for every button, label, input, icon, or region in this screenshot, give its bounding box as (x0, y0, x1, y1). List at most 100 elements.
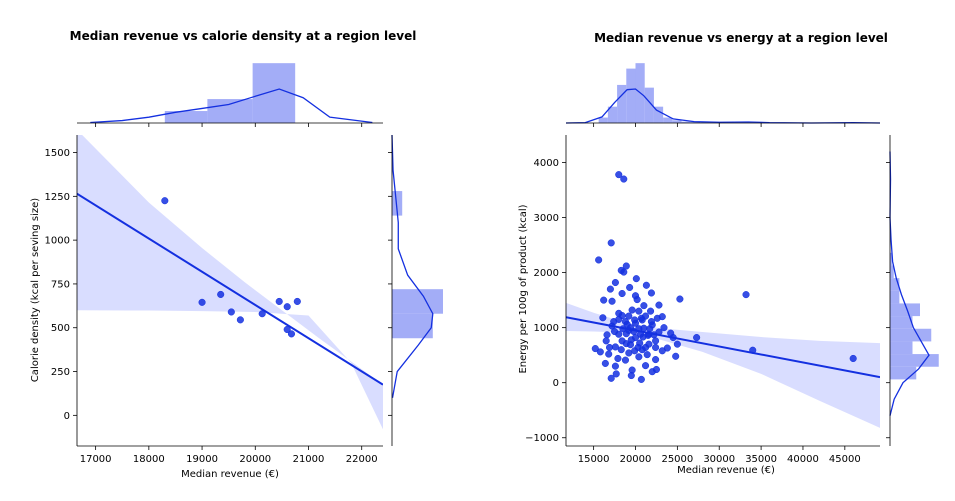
data-point (652, 337, 660, 345)
data-point (611, 278, 619, 287)
data-point (607, 239, 615, 247)
data-point (663, 344, 671, 352)
marginal-x-bar (617, 84, 627, 123)
regression-line (77, 192, 383, 386)
data-point (637, 314, 645, 322)
marginal-x-bar (164, 111, 208, 123)
data-point (601, 359, 609, 367)
data-point (628, 306, 636, 314)
chart-energy: Median revenue vs energy at a region lev… (518, 31, 939, 476)
data-point (620, 175, 628, 183)
x-axis-label: Median revenue (€) (677, 465, 775, 476)
data-point (676, 295, 684, 303)
data-point (641, 343, 650, 352)
data-point (602, 337, 610, 345)
data-point (595, 256, 603, 264)
data-point (632, 275, 640, 283)
data-point (608, 297, 616, 305)
marginal-x-bar (626, 68, 636, 123)
y-tick-label: 2000 (534, 268, 559, 279)
marginal-y-bar (890, 278, 900, 291)
x-tick-label: 15000 (578, 454, 610, 465)
x-tick-label: 17000 (80, 454, 112, 465)
data-point (742, 291, 750, 299)
data-point (660, 324, 668, 332)
data-point (621, 356, 630, 364)
y-tick-label: 250 (51, 367, 70, 378)
data-point (217, 290, 225, 298)
data-point (640, 324, 648, 332)
y-tick-label: 500 (51, 323, 70, 334)
data-point (617, 266, 625, 274)
y-axis-label: Energy per 100g of product (kcal) (518, 204, 529, 373)
data-point (625, 349, 633, 357)
marginal-y-bar (890, 316, 913, 329)
marginal-y-bar (890, 366, 917, 380)
data-point (849, 354, 857, 363)
data-point (611, 327, 619, 336)
data-point (614, 354, 622, 363)
chart-title: Median revenue vs calorie density at a r… (70, 29, 417, 43)
x-axis-label: Median revenue (€) (181, 469, 279, 480)
data-point (647, 289, 655, 297)
data-point (198, 298, 206, 306)
data-point (631, 292, 640, 300)
data-point (605, 343, 614, 352)
chart-calorie-density: Median revenue vs calorie density at a r… (30, 29, 443, 480)
y-tick-label: 0 (553, 378, 559, 389)
marginal-x-bar (644, 87, 654, 123)
data-point (161, 197, 169, 205)
x-tick-label: 45000 (829, 454, 861, 465)
data-point (622, 330, 630, 338)
regression-line (566, 316, 880, 379)
y-tick-label: 1000 (534, 323, 559, 334)
plot-area (566, 171, 880, 428)
marginal-x-bar (653, 106, 664, 123)
data-point (600, 296, 608, 304)
marginal-x-bar (207, 99, 253, 123)
data-point (626, 283, 634, 292)
marginal-x-bar (252, 63, 296, 123)
y-tick-label: 0 (64, 411, 70, 422)
marginal-x-bar (672, 120, 682, 123)
data-point (596, 348, 604, 356)
marginal-y-bar (392, 289, 443, 314)
data-point (603, 331, 611, 339)
data-point (611, 362, 619, 370)
x-tick-label: 20000 (239, 454, 271, 465)
x-tick-label: 22000 (346, 454, 378, 465)
y-tick-label: 1250 (45, 192, 70, 203)
data-point (641, 362, 650, 370)
x-tick-label: 35000 (745, 454, 777, 465)
data-point (275, 297, 283, 306)
data-point (642, 281, 650, 289)
data-point (625, 312, 633, 320)
data-point (283, 325, 291, 334)
y-tick-label: 1000 (45, 236, 70, 247)
data-point (673, 340, 681, 348)
marginal-x-bar (663, 117, 673, 123)
marginal-y-bar (890, 290, 900, 304)
data-point (652, 356, 660, 364)
marginal-y-bar (890, 341, 913, 355)
data-point (627, 371, 635, 380)
data-point (655, 301, 663, 309)
data-point (606, 285, 614, 293)
data-point (647, 318, 655, 326)
data-point (615, 171, 623, 179)
y-axis-label: Calorie density (kcal per seving size) (30, 198, 41, 382)
y-tick-label: −1000 (525, 433, 559, 444)
marginal-x-bar (681, 121, 691, 123)
data-point (647, 307, 655, 315)
data-point (640, 302, 648, 310)
marginal-y-kde (391, 134, 434, 398)
y-tick-label: 750 (51, 279, 70, 290)
y-tick-label: 1500 (45, 148, 70, 159)
marginal-y-bar (890, 265, 894, 279)
marginal-y-bar (890, 328, 932, 342)
data-point (626, 341, 635, 349)
data-point (652, 365, 660, 374)
marginal-y-bar (392, 191, 403, 216)
data-point (287, 330, 296, 338)
